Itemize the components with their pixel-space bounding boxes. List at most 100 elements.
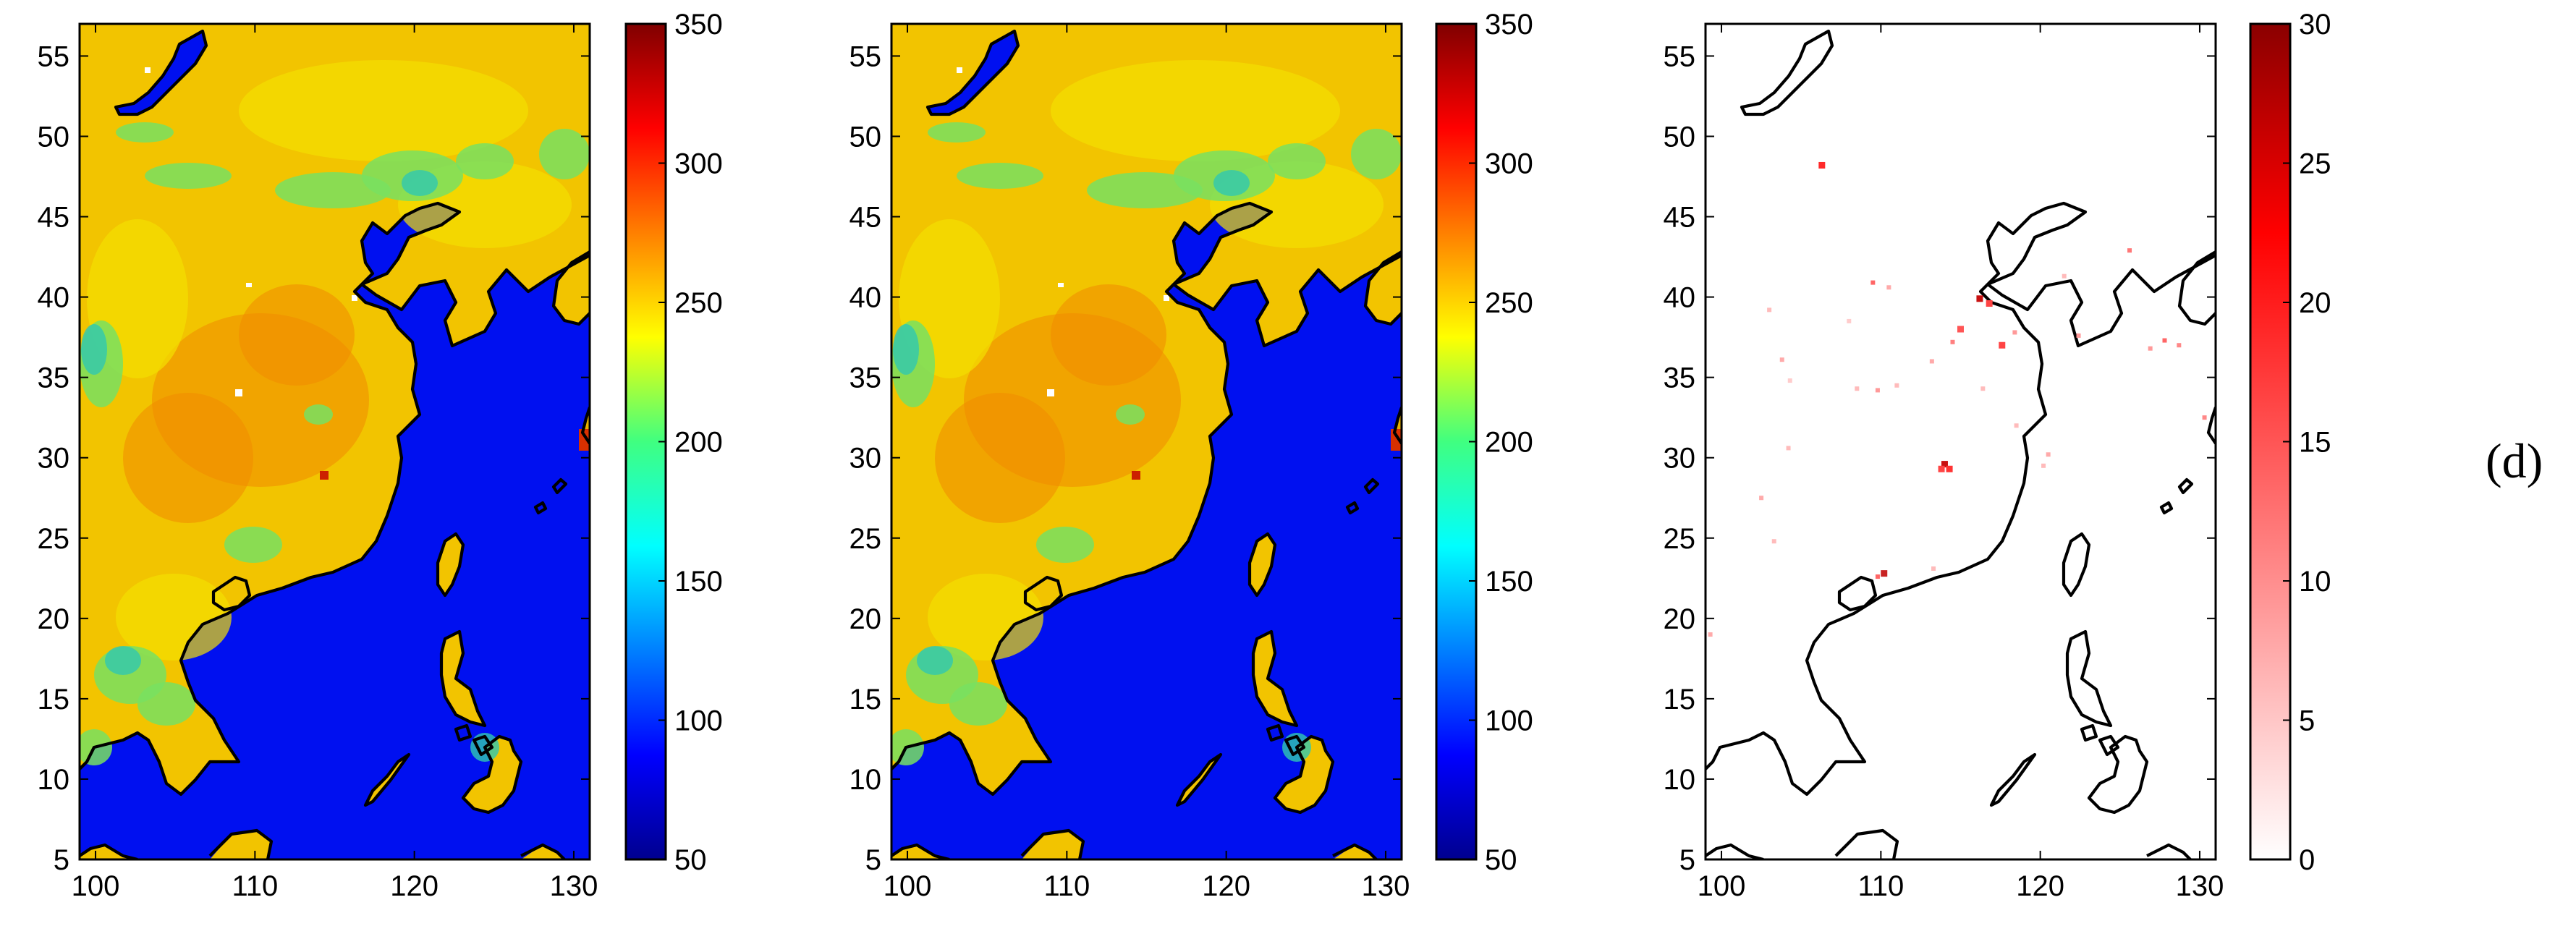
data-cell: [2041, 463, 2046, 468]
colorbar-tick-label: 50: [1485, 844, 1517, 876]
colorbar-tick-label: 0: [2299, 844, 2315, 876]
colorbar-tick-label: 250: [1485, 287, 1533, 319]
data-cell: [1957, 326, 1964, 333]
y-tick-label: 25: [38, 523, 70, 555]
y-tick-label: 30: [850, 443, 882, 475]
x-tick-label: 130: [1362, 870, 1410, 902]
panel-3-frame: [1704, 22, 2217, 861]
y-tick-label: 30: [1664, 443, 1696, 475]
y-tick-label: 10: [850, 764, 882, 796]
colorbar-tick-label: 250: [674, 287, 723, 319]
data-cell: [1708, 632, 1713, 637]
y-tick-label: 10: [1664, 764, 1696, 796]
data-cell: [2127, 248, 2132, 253]
y-tick-label: 40: [850, 282, 882, 314]
x-tick-label: 110: [1857, 870, 1904, 902]
panel-2-x-ticks: 100 110 120 130: [884, 24, 1410, 902]
figure-panel-label: (d): [2486, 433, 2543, 488]
data-cell: [1875, 574, 1880, 579]
colorbar-tick-label: 20: [2299, 287, 2331, 319]
data-cell: [1767, 307, 1772, 313]
data-cell: [2062, 273, 2067, 279]
data-cell: [1847, 318, 1852, 323]
y-tick-label: 40: [38, 282, 70, 314]
y-tick-label: 45: [1664, 202, 1696, 234]
x-tick-label: 130: [550, 870, 598, 902]
y-tick-label: 20: [850, 603, 882, 635]
data-cell: [2148, 346, 2153, 351]
y-tick-label: 55: [38, 41, 70, 72]
data-cell: [1950, 339, 1955, 344]
y-tick-label: 50: [850, 121, 882, 153]
data-cell: [1946, 465, 1953, 472]
x-tick-label: 110: [232, 870, 278, 902]
data-cell: [2046, 452, 2051, 457]
y-tick-label: 45: [850, 202, 882, 234]
data-cell: [2177, 343, 2182, 348]
data-cell: [1894, 383, 1899, 388]
data-cell: [1779, 357, 1784, 362]
data-cell: [1929, 359, 1934, 364]
x-tick-label: 120: [2016, 870, 2064, 902]
y-tick-label: 5: [54, 844, 69, 876]
panel-2-y-ticks: 5 10 15 20 25 30 35 40 45 50 55: [850, 41, 1402, 876]
panel-3-x-ticks: 100 110 120 130: [1698, 24, 2224, 902]
x-tick-label: 100: [884, 870, 932, 902]
colorbar-tick-label: 30: [2299, 9, 2331, 41]
panel-3-points: [1708, 161, 2207, 637]
panel-1-map: [80, 24, 590, 859]
y-tick-label: 15: [38, 684, 70, 715]
y-tick-label: 55: [1664, 41, 1696, 72]
y-tick-label: 25: [1664, 523, 1696, 555]
data-cell: [2162, 338, 2167, 343]
data-cell: [1818, 161, 1826, 169]
panel-2-map: [891, 24, 1402, 859]
panel-1-colorbar-ticks: 50 100 150 200 250 300 350: [658, 9, 723, 876]
colorbar-tick-label: 200: [674, 427, 723, 459]
data-cell: [2014, 423, 2019, 428]
y-tick-label: 15: [850, 684, 882, 715]
data-cell: [1881, 570, 1888, 577]
y-tick-label: 35: [850, 362, 882, 394]
panel-2-frame: [890, 22, 1403, 861]
panel-3-y-ticks: 5 10 15 20 25 30 35 40 45 50 55: [1664, 41, 2216, 876]
y-tick-label: 50: [1664, 121, 1696, 153]
y-tick-label: 35: [1664, 362, 1696, 394]
colorbar-tick-label: 200: [1485, 427, 1533, 459]
colorbar-tick-label: 10: [2299, 566, 2331, 598]
data-cell: [2076, 333, 2081, 338]
data-cell: [1787, 378, 1792, 383]
x-tick-label: 130: [2176, 870, 2224, 902]
y-tick-label: 50: [38, 121, 70, 153]
y-tick-label: 25: [850, 523, 882, 555]
data-cell: [1986, 300, 1993, 307]
y-tick-label: 35: [38, 362, 70, 394]
panel-3-colorbar-ticks: 0 5 10 15 20 25 30: [2283, 9, 2331, 876]
y-tick-label: 55: [850, 41, 882, 72]
data-cell: [1759, 496, 1764, 501]
panel-1-x-ticks: 100 110 120 130: [72, 24, 598, 902]
data-cell: [1855, 386, 1860, 391]
y-tick-label: 5: [865, 844, 881, 876]
data-cell: [1875, 388, 1880, 393]
panel-1-y-ticks: 5 10 15 20 25 30 35 40 45 50 55: [38, 41, 590, 876]
colorbar-tick-label: 350: [674, 9, 723, 41]
colorbar-tick-label: 15: [2299, 427, 2331, 459]
data-cell: [1980, 386, 1986, 391]
colorbar-tick-label: 350: [1485, 9, 1533, 41]
colorbar-tick-label: 150: [1485, 566, 1533, 598]
colorbar-tick-label: 100: [1485, 705, 1533, 737]
data-cell: [1938, 465, 1945, 472]
y-tick-label: 40: [1664, 282, 1696, 314]
colorbar-tick-label: 100: [674, 705, 723, 737]
data-cell: [1870, 280, 1876, 285]
colorbar-tick-label: 150: [674, 566, 723, 598]
x-tick-label: 120: [1202, 870, 1250, 902]
data-cell: [2012, 330, 2017, 335]
colorbar-tick-label: 300: [674, 148, 723, 180]
panel-3-map: [1706, 24, 2216, 859]
